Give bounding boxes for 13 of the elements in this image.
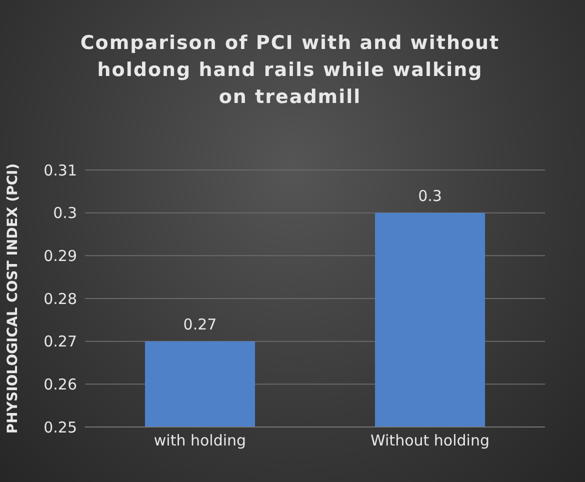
y-tick-label: 0.25	[44, 418, 77, 436]
x-tick-label: with holding	[154, 432, 246, 450]
y-tick-label: 0.26	[44, 375, 77, 394]
x-tick-label: Without holding	[370, 432, 490, 450]
y-tick-label: 0.3	[53, 204, 77, 222]
data-label: 0.27	[183, 315, 217, 334]
data-label: 0.3	[418, 186, 442, 205]
y-tick-label: 0.29	[44, 246, 77, 265]
y-tick-label: 0.28	[44, 290, 77, 308]
y-axis-title: PHYSIOLOGICAL COST INDEX (PCI)	[4, 163, 21, 434]
chart-title: Comparison of PCI with and without holdong hand rails while walking on treadmill	[80, 31, 500, 110]
y-tick-label: 0.31	[44, 161, 77, 180]
y-tick-label: 0.27	[44, 332, 77, 351]
